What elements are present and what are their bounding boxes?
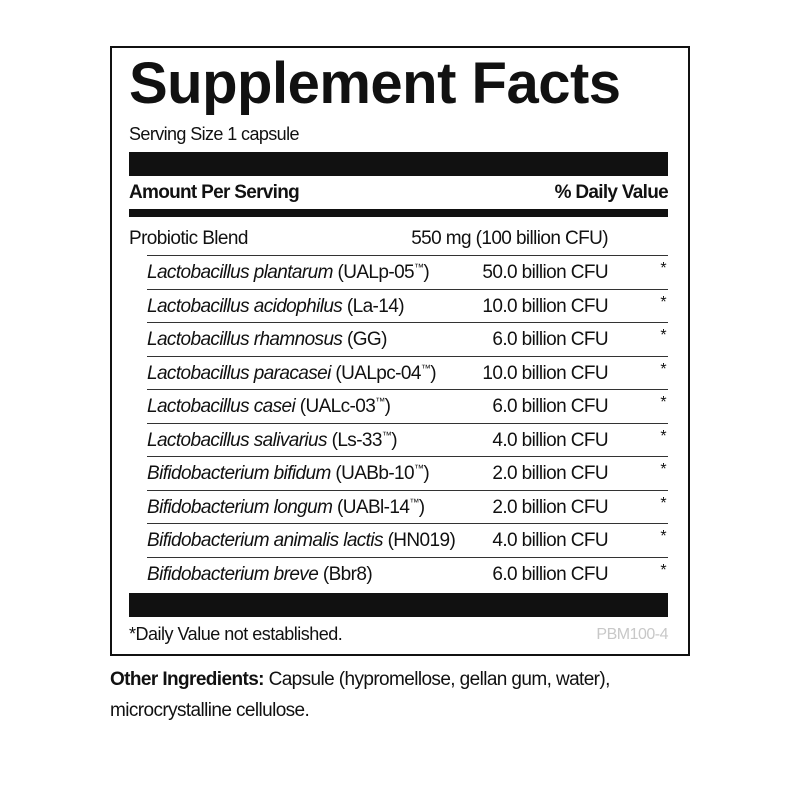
strain-code: (UABb-10 bbox=[330, 463, 414, 484]
strain-row: Lactobacillus casei (UALc-03™) 6.0 billio… bbox=[147, 389, 668, 423]
strain-code: (Ls-33 bbox=[326, 429, 383, 451]
strain-row: Lactobacillus salivarius (Ls-33™) 4.0 bil… bbox=[147, 422, 668, 457]
strain-code: (HN019 bbox=[382, 530, 450, 551]
strain-name: Bifidobacterium longum (UABl-14™) bbox=[147, 496, 425, 519]
strain-daily-value: * bbox=[660, 293, 666, 311]
panel-title: Supplement Facts bbox=[129, 51, 621, 116]
strain-code: (UALpc-04 bbox=[330, 362, 421, 384]
strain-close: ) bbox=[423, 463, 430, 484]
trademark: ™ bbox=[414, 262, 424, 274]
bottom-divider bbox=[129, 593, 668, 617]
strain-name: Lactobacillus rhamnosus (GG) bbox=[147, 329, 387, 351]
strain-close: ) bbox=[381, 329, 387, 350]
medium-divider bbox=[129, 209, 668, 217]
strain-amount: 10.0 billion CFU bbox=[482, 362, 608, 384]
other-ingredients-label: Other Ingredients: bbox=[110, 669, 264, 690]
strain-code: (Bbr8 bbox=[318, 563, 367, 585]
strain-row: Lactobacillus rhamnosus (GG) 6.0 billion … bbox=[147, 322, 668, 356]
trademark: ™ bbox=[414, 463, 424, 475]
blend-name: Probiotic Blend bbox=[129, 228, 248, 249]
strain-daily-value: * bbox=[660, 528, 666, 545]
strain-daily-value: * bbox=[660, 427, 666, 445]
strain-code: (GG bbox=[342, 329, 382, 350]
strain-daily-value: * bbox=[660, 461, 666, 478]
product-code: PBM100-4 bbox=[596, 626, 668, 643]
trademark: ™ bbox=[375, 396, 385, 408]
strain-daily-value: * bbox=[660, 360, 666, 378]
strain-daily-value: * bbox=[660, 327, 666, 344]
strain-amount: 50.0 billion CFU bbox=[482, 262, 608, 283]
species: Lactobacillus casei bbox=[147, 396, 296, 417]
other-ingredients-text: Capsule (hypromellose, gellan gum, water… bbox=[110, 669, 610, 721]
strain-close: ) bbox=[391, 429, 397, 451]
strain-amount: 2.0 billion CFU bbox=[492, 496, 608, 518]
thick-divider bbox=[129, 152, 668, 176]
strain-close: ) bbox=[366, 563, 373, 585]
species: Lactobacillus salivarius bbox=[147, 429, 328, 451]
daily-value-header: % Daily Value bbox=[554, 182, 669, 203]
strain-name: Lactobacillus casei (UALc-03™) bbox=[147, 396, 391, 418]
strain-row: Bifidobacterium bifidum (UABb-10™) 2.0 bi… bbox=[147, 456, 668, 490]
strain-code: (UABl-14 bbox=[332, 496, 410, 518]
strain-row: Bifidobacterium longum (UABl-14™) 2.0 bil… bbox=[147, 489, 668, 524]
strain-close: ) bbox=[449, 530, 456, 551]
strain-amount: 4.0 billion CFU bbox=[492, 429, 608, 451]
strain-close: ) bbox=[423, 262, 430, 283]
strain-close: ) bbox=[430, 362, 436, 384]
strain-daily-value: * bbox=[660, 260, 666, 277]
strain-close: ) bbox=[398, 295, 404, 317]
blend-row: Probiotic Blend 550 mg (100 billion CFU) bbox=[129, 222, 668, 255]
strain-row: Bifidobacterium breve (Bbr8) 6.0 billion … bbox=[147, 556, 668, 591]
trademark: ™ bbox=[409, 497, 419, 509]
strain-name: Lactobacillus salivarius (Ls-33™) bbox=[147, 429, 398, 452]
trademark: ™ bbox=[420, 363, 431, 375]
strain-row: Lactobacillus acidophilus (La-14) 10.0 bi… bbox=[147, 288, 668, 323]
species: Lactobacillus paracasei bbox=[147, 362, 331, 384]
strain-daily-value: * bbox=[660, 394, 666, 411]
strain-amount: 6.0 billion CFU bbox=[492, 329, 608, 350]
strain-amount: 6.0 billion CFU bbox=[492, 396, 608, 417]
strain-code: (UALc-03 bbox=[295, 396, 376, 417]
species: Lactobacillus plantarum bbox=[147, 262, 333, 283]
strain-row: Lactobacillus paracasei (UALpc-04™) 10.0 … bbox=[147, 355, 668, 390]
footnote: *Daily Value not established. bbox=[129, 624, 343, 644]
supplement-facts-panel: Supplement Facts Serving Size 1 capsule … bbox=[110, 46, 690, 656]
strain-code: (La-14 bbox=[342, 295, 399, 317]
strain-amount: 10.0 billion CFU bbox=[482, 295, 608, 317]
strain-row: Lactobacillus plantarum (UALp-05™) 50.0 b… bbox=[147, 255, 668, 289]
strain-name: Bifidobacterium animalis lactis (HN019) bbox=[147, 530, 456, 552]
species: Bifidobacterium breve bbox=[147, 563, 319, 585]
strain-name: Lactobacillus plantarum (UALp-05™) bbox=[147, 262, 430, 284]
strain-daily-value: * bbox=[660, 561, 666, 579]
serving-size: Serving Size 1 capsule bbox=[129, 124, 300, 144]
strain-daily-value: * bbox=[660, 494, 666, 512]
species: Lactobacillus rhamnosus bbox=[147, 329, 343, 350]
strain-code: (UALp-05 bbox=[332, 262, 415, 283]
strain-amount: 6.0 billion CFU bbox=[492, 563, 608, 585]
strain-close: ) bbox=[418, 496, 425, 518]
species: Bifidobacterium longum bbox=[147, 496, 333, 518]
species: Lactobacillus acidophilus bbox=[147, 295, 343, 317]
other-ingredients: Other Ingredients: Capsule (hypromellose… bbox=[110, 664, 670, 726]
trademark: ™ bbox=[381, 430, 392, 442]
strain-row: Bifidobacterium animalis lactis (HN019) 4… bbox=[147, 523, 668, 557]
amount-per-serving-header: Amount Per Serving bbox=[129, 182, 300, 203]
strain-name: Bifidobacterium breve (Bbr8) bbox=[147, 563, 373, 586]
strain-name: Bifidobacterium bifidum (UABb-10™) bbox=[147, 463, 430, 485]
strain-amount: 4.0 billion CFU bbox=[492, 530, 608, 551]
species: Bifidobacterium bifidum bbox=[147, 463, 331, 484]
strain-close: ) bbox=[384, 396, 391, 417]
strain-amount: 2.0 billion CFU bbox=[492, 463, 608, 484]
strain-name: Lactobacillus paracasei (UALpc-04™) bbox=[147, 362, 437, 385]
blend-amount: 550 mg (100 billion CFU) bbox=[411, 228, 608, 249]
strain-name: Lactobacillus acidophilus (La-14) bbox=[147, 295, 405, 318]
species: Bifidobacterium animalis lactis bbox=[147, 530, 383, 551]
